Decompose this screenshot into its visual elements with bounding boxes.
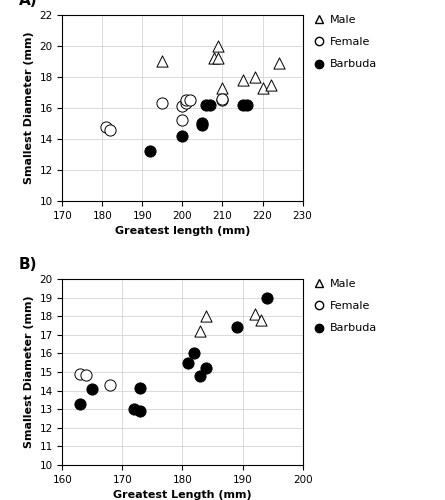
- Text: B): B): [19, 256, 37, 272]
- Point: [203, 101, 210, 109]
- Point: [233, 324, 240, 332]
- Point: [137, 407, 144, 415]
- Point: [263, 294, 270, 302]
- Point: [259, 84, 266, 92]
- Point: [183, 96, 190, 104]
- Point: [199, 120, 206, 128]
- Point: [179, 102, 186, 110]
- Point: [215, 54, 222, 62]
- Point: [275, 59, 282, 67]
- Point: [185, 358, 192, 366]
- Point: [179, 132, 186, 140]
- Point: [239, 76, 246, 84]
- Y-axis label: Smallest Diameter (mm): Smallest Diameter (mm): [24, 32, 34, 184]
- Point: [77, 400, 84, 407]
- Point: [251, 310, 258, 318]
- Point: [211, 54, 218, 62]
- Point: [207, 101, 214, 109]
- Point: [131, 405, 138, 413]
- Point: [239, 101, 246, 109]
- Point: [243, 101, 250, 109]
- Point: [203, 312, 210, 320]
- Point: [191, 350, 198, 358]
- Text: A): A): [19, 0, 38, 8]
- Point: [107, 381, 114, 389]
- X-axis label: Greatest length (mm): Greatest length (mm): [115, 226, 250, 236]
- Point: [179, 116, 186, 124]
- Point: [137, 384, 144, 392]
- Legend: Male, Female, Barbuda: Male, Female, Barbuda: [312, 279, 377, 334]
- Point: [159, 100, 166, 108]
- Point: [219, 94, 226, 102]
- Point: [267, 80, 274, 88]
- Point: [257, 316, 264, 324]
- Point: [89, 385, 96, 393]
- Point: [103, 122, 110, 130]
- Point: [183, 100, 190, 108]
- Point: [77, 370, 84, 378]
- Point: [187, 96, 194, 104]
- Point: [203, 364, 210, 372]
- Point: [107, 126, 114, 134]
- Point: [197, 327, 204, 335]
- X-axis label: Greatest Length (mm): Greatest Length (mm): [113, 490, 252, 500]
- Point: [197, 372, 204, 380]
- Point: [219, 96, 226, 104]
- Point: [219, 84, 226, 92]
- Point: [159, 58, 166, 66]
- Point: [147, 148, 154, 156]
- Legend: Male, Female, Barbuda: Male, Female, Barbuda: [312, 15, 377, 70]
- Point: [83, 371, 90, 379]
- Y-axis label: Smallest Diameter (mm): Smallest Diameter (mm): [24, 296, 34, 448]
- Point: [199, 121, 206, 129]
- Point: [251, 73, 258, 81]
- Point: [215, 42, 222, 50]
